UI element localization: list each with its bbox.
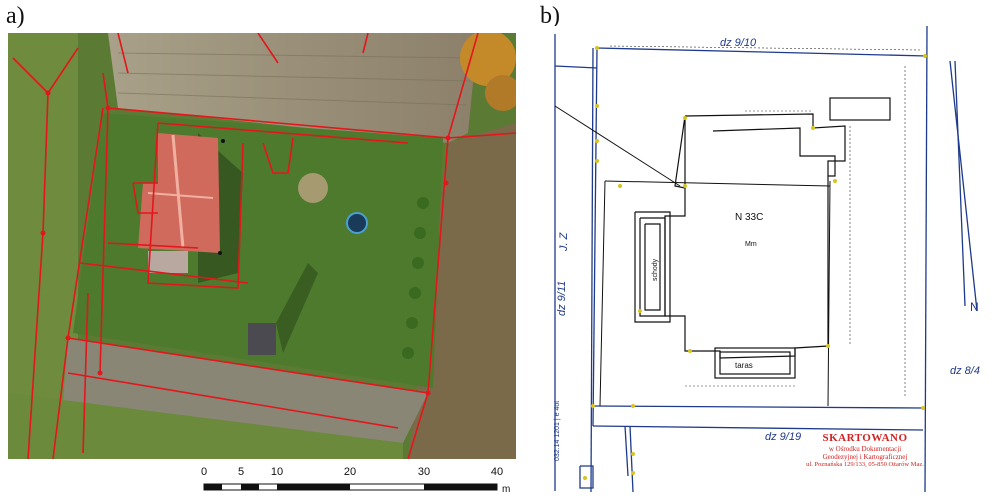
scale-bar: 0 5 10 20 30 40 m xyxy=(195,464,515,495)
bottom-strip xyxy=(63,338,428,443)
porch-label: schody xyxy=(652,258,659,281)
side-note: 032.14 1201 | e 4ot xyxy=(554,401,561,461)
building-label: N 33C xyxy=(735,212,763,223)
scale-tick-label: 0 xyxy=(201,466,207,478)
survey-points xyxy=(583,46,927,480)
cadastral-boundaries xyxy=(12,33,516,459)
survey-sketch-svg: dz 9/10 dz 9/11 J. Z dz 8/4 dz 9/19 N 33… xyxy=(545,25,990,493)
building-sub-label: Mm xyxy=(745,241,757,248)
bottom-grass xyxy=(8,393,403,459)
scale-unit: m xyxy=(502,484,510,494)
scale-tick-label: 40 xyxy=(491,466,503,478)
right-plot-label: dz 8/4 xyxy=(950,365,980,377)
stone-circle xyxy=(298,173,328,203)
survey-sketch: dz 9/10 dz 9/11 J. Z dz 8/4 dz 9/19 N 33… xyxy=(545,25,990,493)
right-field xyxy=(408,123,516,459)
scale-tick-label: 20 xyxy=(344,466,356,478)
stamp-line1: w Ośrodku Dokumentacji xyxy=(828,444,902,453)
panel-a-label: a) xyxy=(6,3,25,29)
archive-stamp: SKARTOWANO w Ośrodku Dokumentacji Geodez… xyxy=(765,432,965,468)
panel-b-label: b) xyxy=(540,3,560,29)
building-outline xyxy=(634,97,891,379)
stamp-title: SKARTOWANO xyxy=(822,432,908,444)
tree xyxy=(485,75,516,111)
shed xyxy=(248,323,276,355)
stamp-line3: ul. Poznańska 129/133, 05-850 Ożarów Maz… xyxy=(806,460,924,468)
terrace xyxy=(148,251,188,273)
scale-tick-label: 5 xyxy=(238,466,244,478)
trampoline xyxy=(346,212,368,234)
bottom-plot-label: dz 9/19 xyxy=(765,431,801,443)
scale-tick-label: 30 xyxy=(418,466,430,478)
top-plot-label: dz 9/10 xyxy=(720,37,757,49)
scale-tick-label: 10 xyxy=(271,466,283,478)
aerial-photo-svg xyxy=(8,33,516,459)
left-plot-label: dz 9/11 xyxy=(556,281,568,316)
north-arrow-label: N xyxy=(970,300,979,314)
aerial-photo xyxy=(8,33,516,459)
left-plot-suffix: J. Z xyxy=(558,231,570,252)
stamp-line2: Geodezyjnej i Kartograficznej xyxy=(822,452,908,461)
plot-boundary xyxy=(554,25,978,493)
terrace-label: taras xyxy=(735,361,753,370)
